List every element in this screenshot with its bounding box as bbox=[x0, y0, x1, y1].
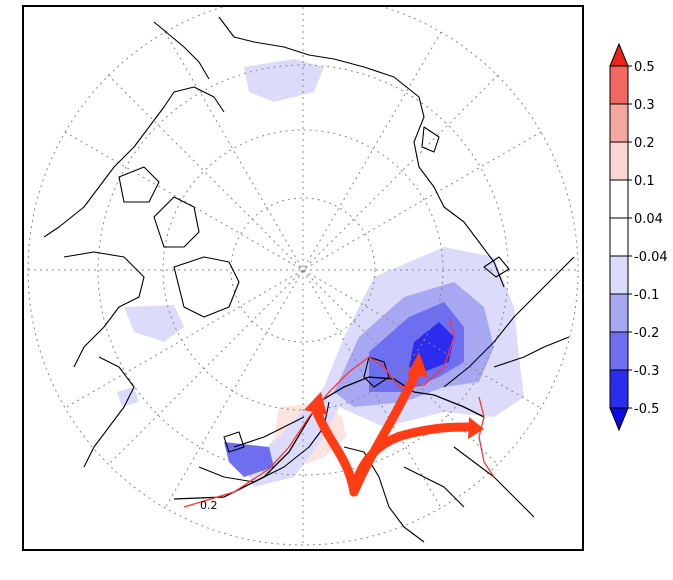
colorbar-top-arrow bbox=[609, 42, 629, 67]
colorbar-segment bbox=[609, 255, 629, 295]
colorbar-tick-label: -0.04 bbox=[634, 250, 668, 265]
contour-label: 0.2 bbox=[200, 499, 218, 512]
colorbar-tick-label: -0.5 bbox=[634, 402, 659, 417]
colorbar-tick-label: -0.3 bbox=[634, 364, 659, 379]
colorbar-segment bbox=[609, 179, 629, 219]
colorbar-segments bbox=[609, 42, 629, 432]
coastlines bbox=[43, 16, 575, 543]
colorbar-segment bbox=[609, 217, 629, 257]
colorbar-tick-label: 0.3 bbox=[634, 98, 655, 113]
contour-line-red bbox=[183, 316, 455, 508]
colorbar-segment bbox=[609, 141, 629, 181]
colorbar-bottom-arrow bbox=[609, 407, 629, 432]
colorbar-tick-label: 0.2 bbox=[634, 136, 655, 151]
map-panel: 0.2 bbox=[22, 5, 584, 551]
colorbar-tick-label: 0.04 bbox=[634, 212, 663, 227]
contour-line-red-east bbox=[478, 396, 495, 478]
colorbar: 0.5 0.3 0.2 0.1 0.04 -0.04 -0.1 -0.2 -0.3 -0.5 bbox=[609, 42, 668, 432]
colorbar-segment bbox=[609, 369, 629, 409]
contour-line-black bbox=[173, 376, 485, 500]
colorbar-tick-label: 0.5 bbox=[634, 60, 655, 75]
polar-stereographic-map: 0.2 bbox=[27, 7, 579, 546]
colorbar-segment bbox=[609, 293, 629, 333]
colorbar-tick-label: 0.1 bbox=[634, 174, 655, 189]
colorbar-tick-label: -0.1 bbox=[634, 288, 659, 303]
arrow-heads bbox=[304, 352, 484, 439]
colorbar-segment bbox=[609, 331, 629, 371]
colorbar-segment bbox=[609, 65, 629, 105]
colorbar-segment bbox=[609, 103, 629, 143]
colorbar-ticks: 0.5 0.3 0.2 0.1 0.04 -0.04 -0.1 -0.2 -0.3 -0.5 bbox=[628, 60, 668, 417]
colorbar-tick-label: -0.2 bbox=[634, 326, 659, 341]
